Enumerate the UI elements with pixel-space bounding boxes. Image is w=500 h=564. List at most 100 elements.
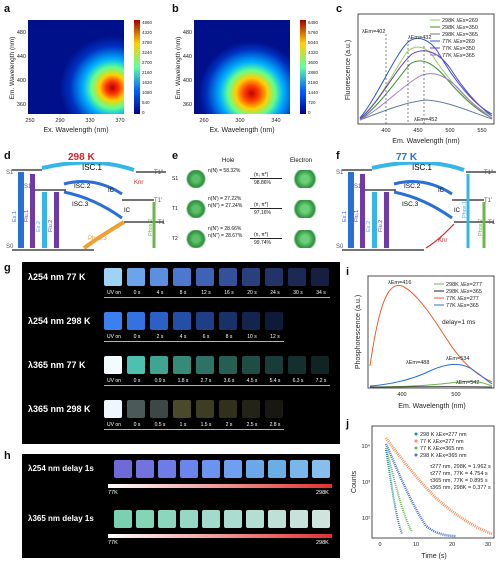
- a-xlabel: Ex. Wavelength (nm): [43, 127, 108, 134]
- g-time-label: 30 s: [293, 290, 303, 296]
- h-sample-photo: [312, 460, 330, 478]
- e-rows: S1 n(N) = 58.32% (n, π*) 98.86% T1 n(N')…: [172, 166, 332, 254]
- svg-text:T1: T1: [158, 220, 166, 226]
- panel-d-diagram: S1' S1 S0 ISC.1 ISC.2 ISC.3 IC IC Ex.1 F…: [6, 162, 166, 251]
- i-annot: λEm=488: [406, 360, 429, 366]
- svg-text:τ365 nm, 77K = 0.895 s: τ365 nm, 77K = 0.895 s: [430, 478, 488, 484]
- g-sample-photo: [196, 312, 214, 330]
- g-sample-photo: [265, 268, 283, 286]
- h-row-title: λ365 nm delay 1s: [28, 514, 94, 523]
- g-time-label: 2.8 s: [269, 422, 281, 428]
- i-note: delay=1 ms: [442, 319, 476, 326]
- svg-text:S1: S1: [24, 184, 32, 190]
- e-row-t1: T1 n(N') = 27.22% n(N'') = 27.24% (n, π*…: [172, 196, 332, 224]
- svg-text:360: 360: [183, 102, 192, 108]
- i-legend: 298K λEx=277 298K λEx=365 77K λEx=277 77…: [434, 282, 482, 309]
- h-sample-photo: [290, 460, 308, 478]
- svg-text:Flu.2: Flu.2: [48, 220, 54, 232]
- svg-text:T1'': T1'': [484, 170, 493, 176]
- svg-text:Phos.1: Phos.1: [462, 201, 468, 218]
- i-ylabel: Phosphorescence (a.u.): [355, 295, 362, 369]
- panel-e-label: e: [172, 150, 179, 162]
- svg-text:480: 480: [183, 30, 192, 36]
- svg-text:S0: S0: [6, 244, 14, 250]
- svg-text:IC: IC: [454, 208, 461, 214]
- g-time-label: 0.5 s: [154, 422, 166, 428]
- g-time-label: 2 s: [156, 334, 164, 340]
- panel-a-heatmap: 480 440 400 360 250 290 330 370 Ex. Wave…: [9, 20, 153, 134]
- svg-text:400: 400: [183, 78, 192, 84]
- panel-f-label: f: [336, 150, 340, 162]
- panel-b-heatmap: 480 440 400 360 260 300 340 Ex. Waveleng…: [175, 20, 319, 134]
- h-sample-photo: [114, 510, 132, 528]
- panel-i-label: i: [346, 266, 350, 278]
- svg-text:20: 20: [449, 542, 455, 548]
- g-sample-photo: [219, 312, 237, 330]
- g-time-label: 12 s: [201, 290, 211, 296]
- svg-text:3240: 3240: [142, 50, 153, 55]
- svg-text:2700: 2700: [142, 60, 153, 65]
- svg-text:10: 10: [413, 542, 419, 548]
- a-xtick: 290: [55, 118, 64, 124]
- h-sample-photo: [268, 510, 286, 528]
- h-sample-photo: [312, 510, 330, 528]
- h-from-label: 77K: [108, 540, 118, 546]
- c-ylabel: Fluorescence (a.u.): [345, 40, 352, 100]
- e-row-s1: S1 n(N) = 58.32% (n, π*) 98.86%: [172, 166, 332, 194]
- h-sample-photo: [136, 510, 154, 528]
- h-photo-panel: λ254 nm delay 1s 77K 298K λ365 nm delay 1s 7…: [22, 454, 340, 558]
- svg-text:0: 0: [378, 542, 381, 548]
- g-time-label: 2.7 s: [200, 378, 212, 384]
- g-time-label: 0 s: [133, 378, 141, 384]
- g-sample-photo: [127, 400, 145, 418]
- g-time-label: 1.8 s: [177, 378, 189, 384]
- d-temp: 298 K: [68, 152, 95, 163]
- g-sample-photo: [104, 356, 122, 374]
- g-sample-photo: [150, 268, 168, 286]
- b-colorbar-ticks: 6480 5760 5040 4320 3600 2880 2160 1440 …: [308, 20, 319, 115]
- svg-text:3600: 3600: [308, 60, 319, 65]
- svg-text:300: 300: [235, 118, 244, 124]
- g-sample-photo: [242, 268, 260, 286]
- j-xlabel: Time (s): [421, 553, 446, 560]
- svg-text:Ex.1: Ex.1: [12, 211, 18, 222]
- h-sample-photo: [224, 510, 242, 528]
- g-sample-photo: [150, 356, 168, 374]
- g-sample-photo: [242, 356, 260, 374]
- svg-text:S1': S1': [6, 170, 14, 176]
- g-timeline: [104, 429, 284, 430]
- panel-c-chart: λEm=402 λEm=432 λEm=452 298K λEx=269 298…: [345, 13, 495, 145]
- svg-text:298K λEx=365: 298K λEx=365: [442, 32, 478, 38]
- e-hole-label: Hole: [222, 158, 235, 164]
- svg-text:4860: 4860: [142, 20, 153, 25]
- g-timeline: [104, 341, 284, 342]
- svg-text:298 K λEx=277 nm: 298 K λEx=277 nm: [420, 432, 467, 438]
- g-time-label: 24 s: [270, 290, 280, 296]
- j-ylabel: Counts: [351, 470, 358, 493]
- g-time-label: 6 s: [202, 334, 210, 340]
- g-time-label: 8 s: [179, 290, 187, 296]
- svg-text:Flu.1: Flu.1: [24, 210, 30, 222]
- g-row-title: λ365 nm 298 K: [28, 404, 91, 414]
- c-annot: λEm=452: [414, 117, 437, 123]
- svg-text:T1': T1': [484, 198, 492, 204]
- svg-text:298K λEx=350: 298K λEx=350: [442, 25, 478, 31]
- g-photo-panel: λ254 nm 77 K UV on 0 s 4 s 8 s 12 s 16 s 20 s 24…: [22, 262, 340, 444]
- panel-h-label: h: [4, 450, 11, 462]
- i-annot: λEm=534: [446, 356, 469, 362]
- g-time-label: UV on: [107, 378, 121, 384]
- h-sample-photo: [224, 460, 242, 478]
- svg-text:T1': T1': [154, 198, 162, 204]
- g-time-label: 1.5 s: [200, 422, 212, 428]
- a-ytick: 360: [17, 102, 26, 108]
- g-sample-photo: [265, 356, 283, 374]
- g-sample-photo: [311, 268, 329, 286]
- g-time-label: 7.2 s: [315, 378, 327, 384]
- h-sample-photo: [180, 460, 198, 478]
- svg-text:10³: 10³: [362, 480, 370, 486]
- g-time-label: 0 s: [133, 290, 141, 296]
- svg-text:440: 440: [183, 54, 192, 60]
- svg-text:τ277 nm, 298K = 1.962 s: τ277 nm, 298K = 1.962 s: [430, 464, 491, 470]
- c-annot: λEm=402: [362, 29, 385, 35]
- g-sample-photo: [288, 356, 306, 374]
